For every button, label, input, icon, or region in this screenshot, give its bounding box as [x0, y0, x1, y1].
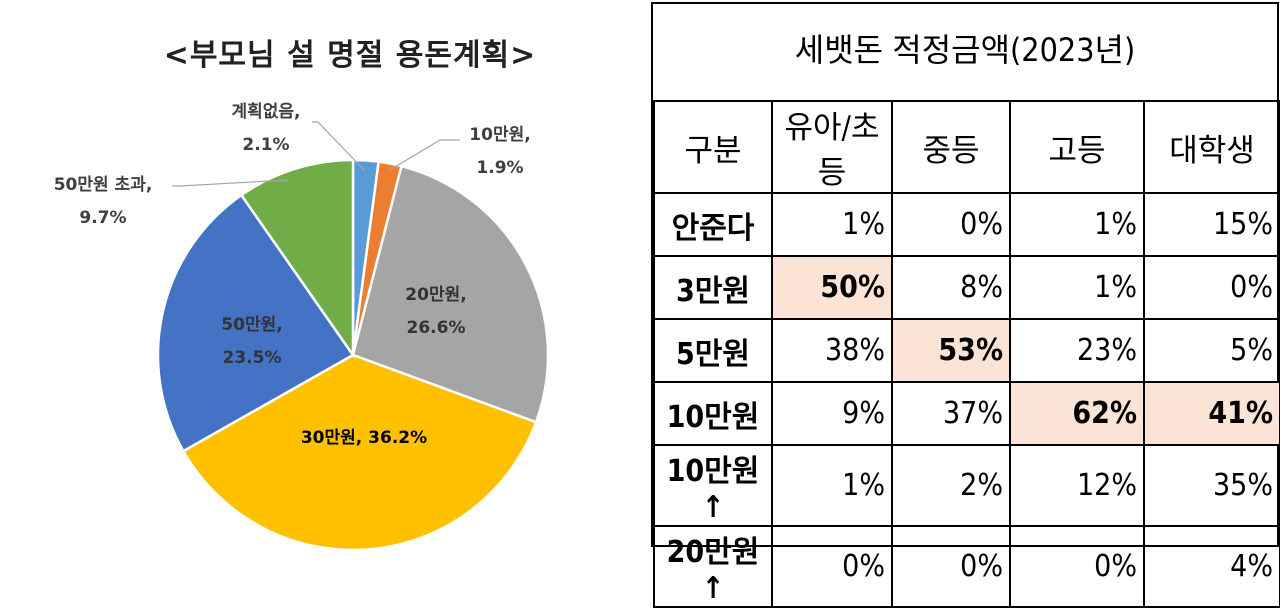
- pie-chart: 계획없음, 2.1% 10만원, 1.9% 20만원, 26.6% 30만원, 36.2% 5…: [54, 102, 550, 549]
- slice-label: 10만원,: [469, 125, 530, 145]
- table-cell: 35%: [1143, 444, 1280, 527]
- slice-value: 2.1%: [242, 135, 289, 155]
- table-cell: 0%: [1009, 525, 1145, 608]
- slice-value: 26.6%: [407, 318, 466, 338]
- slice-label: 30만원, 36.2%: [301, 428, 427, 448]
- table-cell: 0%: [771, 525, 893, 608]
- column-header: 구분: [653, 100, 773, 194]
- table-row: 10만원 9% 37% 62% 41%: [653, 381, 1280, 446]
- allowance-table: 구분 유아/초등 중등 고등 대학생 안준다 1% 0% 1% 15% 3만원 50% 8% 1% 0% 5…: [653, 100, 1280, 608]
- column-header: 대학생: [1143, 100, 1280, 194]
- table-row: 안준다 1% 0% 1% 15%: [653, 192, 1280, 257]
- leader-line: [172, 179, 289, 187]
- table-cell: 9%: [771, 381, 893, 446]
- table-cell: 1%: [771, 192, 893, 257]
- table-row: 20만원↑ 0% 0% 0% 4%: [653, 525, 1280, 608]
- pie-chart-title: <부모님 설 명절 용돈계획>: [163, 38, 537, 73]
- table-cell: 0%: [1143, 255, 1280, 320]
- table-title: 세뱃돈 적정금액(2023년): [794, 31, 1136, 69]
- slice-value: 1.9%: [476, 158, 523, 178]
- table-cell: 50%: [771, 255, 893, 320]
- table-cell: 41%: [1143, 381, 1280, 446]
- leader-line: [312, 121, 365, 171]
- slice-label: 계획없음,: [231, 102, 300, 122]
- table-cell: 23%: [1009, 318, 1145, 383]
- table-header-row: 구분 유아/초등 중등 고등 대학생: [653, 100, 1280, 194]
- row-label: 5만원: [653, 318, 773, 383]
- row-label: 10만원↑: [653, 444, 773, 527]
- allowance-table-panel: 세뱃돈 적정금액(2023년) 구분 유아/초등 중등 고등 대학생 안준다 1% 0% 1%…: [651, 2, 1280, 608]
- pie-slice: [181, 353, 538, 549]
- table-cell: 53%: [891, 318, 1011, 383]
- table-cell: 2%: [891, 444, 1011, 527]
- row-label: 10만원: [653, 381, 773, 446]
- pie-chart-panel: <부모님 설 명절 용돈계획> 계획없음, 2.1% 10만원, 1.9% 20만원, 2…: [0, 0, 650, 549]
- column-header: 고등: [1009, 100, 1145, 194]
- pie-slice: [156, 193, 355, 453]
- table-cell: 1%: [771, 444, 893, 527]
- table-cell: 12%: [1009, 444, 1145, 527]
- slice-value: 23.5%: [223, 348, 282, 368]
- pie-slice: [351, 164, 550, 424]
- table-cell: 1%: [1009, 192, 1145, 257]
- table-cell: 37%: [891, 381, 1011, 446]
- row-label: 3만원: [653, 255, 773, 320]
- row-label: 안준다: [653, 192, 773, 257]
- table-cell: 62%: [1009, 381, 1145, 446]
- table-cell: 5%: [1143, 318, 1280, 383]
- slice-label: 50만원 초과,: [54, 175, 153, 195]
- column-header: 유아/초등: [771, 100, 893, 194]
- pie-slice: [239, 158, 355, 359]
- table-cell: 8%: [891, 255, 1011, 320]
- column-header: 중등: [891, 100, 1011, 194]
- table-cell: 0%: [891, 525, 1011, 608]
- table-row: 10만원↑ 1% 2% 12% 35%: [653, 444, 1280, 527]
- leader-line: [389, 139, 460, 171]
- table-cell: 4%: [1143, 525, 1280, 608]
- table-cell: 1%: [1009, 255, 1145, 320]
- table-cell: 0%: [891, 192, 1011, 257]
- table-cell: 38%: [771, 318, 893, 383]
- slice-value: 9.7%: [79, 208, 126, 228]
- slice-label: 50만원,: [221, 315, 282, 335]
- table-row: 3만원 50% 8% 1% 0%: [653, 255, 1280, 320]
- table-cell: 15%: [1143, 192, 1280, 257]
- table-row: 5만원 38% 53% 23% 5%: [653, 318, 1280, 383]
- slice-label: 20만원,: [405, 285, 466, 305]
- row-label: 20만원↑: [653, 525, 773, 608]
